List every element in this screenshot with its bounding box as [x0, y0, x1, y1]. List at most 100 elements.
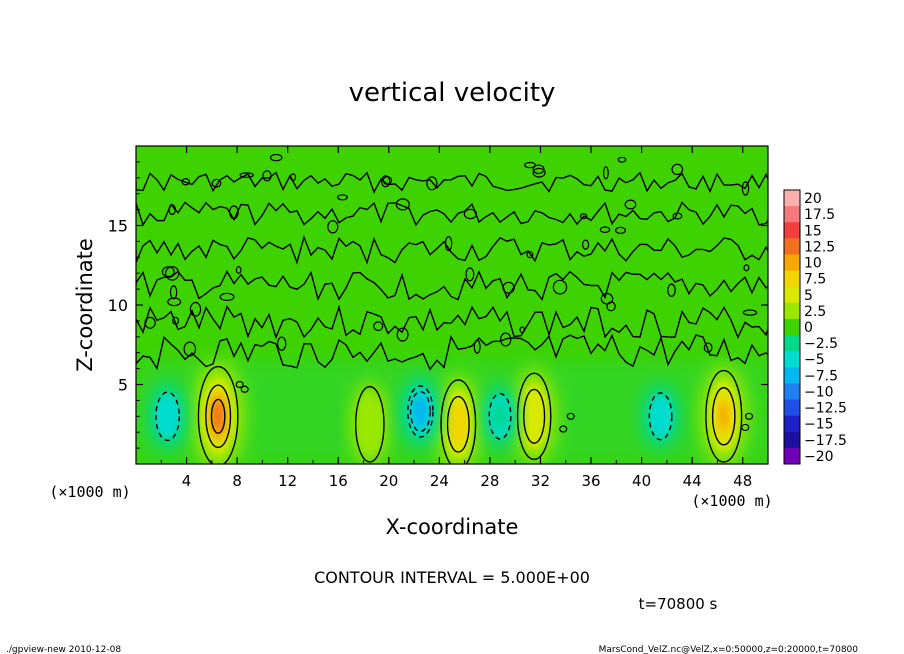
footer-right: MarsCond_VelZ.nc@VelZ,x=0:50000,z=0:2000… [599, 645, 859, 654]
eddy-contour [743, 264, 750, 272]
eddy-contour [396, 327, 409, 342]
y-axis-label: Z-coordinate [73, 238, 97, 372]
eddy-contour [742, 309, 758, 316]
colorbar-swatch [784, 286, 800, 304]
colorbar-label: 15 [804, 223, 822, 239]
eddy-contour [559, 425, 568, 433]
y-axis: 5 10 15 [108, 161, 768, 449]
footer-left: ./gpview-new 2010-12-08 [6, 645, 121, 654]
eddy-contour [526, 251, 534, 259]
eddy-contour [235, 380, 244, 389]
eddy-contour [277, 336, 287, 351]
y-tick-label: 5 [118, 376, 128, 395]
colorbar-label: 5 [804, 288, 813, 304]
eddy-contour [167, 297, 182, 307]
colorbar-swatch [784, 335, 800, 352]
eddy-contour [289, 173, 297, 182]
eddy-contour [581, 239, 590, 250]
x-tick-label: 20 [379, 472, 398, 490]
eddy-contour [183, 341, 197, 357]
y-tick-label: 15 [108, 217, 128, 236]
eddy-contour [235, 266, 242, 274]
eddy-contour [703, 342, 713, 353]
colorbar-frame [783, 189, 801, 465]
colorbar-label: −7.5 [804, 368, 838, 384]
colorbar-label: −17.5 [804, 433, 847, 449]
eddy-contour [337, 194, 348, 201]
colorbar-swatch [784, 367, 800, 384]
x-tick-label: 12 [278, 472, 297, 490]
x-tick-label: 28 [480, 472, 499, 490]
contour-line [488, 392, 512, 440]
colorbar-label: −12.5 [804, 401, 847, 417]
colorbar-label: −5 [804, 352, 825, 368]
eddy-contour [228, 205, 239, 220]
x-tick-label: 32 [531, 472, 550, 490]
eddy-contour [744, 412, 754, 420]
updraft-core [525, 395, 543, 438]
x-tick-label: 16 [329, 472, 348, 490]
feature-peak [454, 411, 463, 437]
colorbar-swatch [784, 302, 800, 320]
eddy-contour [219, 292, 235, 301]
zero-contour [136, 171, 768, 194]
colorbar-swatch [784, 447, 800, 465]
eddy-contour [523, 161, 536, 169]
eddy-contour [532, 167, 546, 178]
eddy-contour [500, 332, 512, 347]
eddy-contour [600, 292, 614, 305]
x-axis-unit: (×1000 m) [691, 492, 772, 510]
colorbar-label: −2.5 [804, 336, 838, 352]
chart-title: vertical velocity [349, 78, 556, 108]
x-tick-label: 40 [632, 472, 651, 490]
plot-area [135, 145, 769, 465]
eddy-contour [373, 321, 384, 332]
x-tick-label: 44 [683, 472, 702, 490]
colorbar-swatch [784, 318, 800, 336]
eddy-contour [144, 316, 156, 329]
x-tick-label: 36 [581, 472, 600, 490]
eddy-contour [672, 212, 683, 220]
colorbar-swatch [784, 206, 800, 223]
eddy-contour [617, 156, 627, 163]
time-text: t=70800 s [639, 595, 718, 613]
eddy-contour [269, 153, 283, 162]
x-tick-label: 8 [232, 472, 242, 490]
colorbar-swatch [784, 399, 800, 417]
eddy-contour [444, 236, 453, 252]
colorbar-label: 20 [804, 191, 822, 207]
colorbar-swatch [784, 383, 800, 401]
y-tick-label: 10 [108, 296, 128, 315]
contour-line [155, 391, 181, 442]
zero-contour [136, 235, 768, 265]
contour-line [648, 392, 673, 441]
contour-line [197, 365, 239, 464]
eddy-contour [426, 176, 438, 191]
eddy-contour [463, 208, 478, 220]
eddy-contour [599, 226, 611, 234]
eddy-contour [262, 170, 272, 182]
contour-line [440, 379, 477, 464]
eddy-contour [741, 181, 750, 196]
eddy-contour [168, 204, 177, 216]
contour-line [407, 385, 434, 438]
downdraft-core [653, 402, 668, 431]
colorbar-label: −10 [804, 385, 834, 401]
eddy-contour [327, 220, 339, 234]
eddy-contour [552, 279, 568, 295]
zero-contour [136, 270, 768, 302]
contour-line [516, 372, 552, 461]
x-tick-label: 48 [733, 472, 752, 490]
eddy-contour [380, 175, 391, 188]
contour-line [711, 387, 736, 446]
colorbar-label: 17.5 [804, 207, 835, 223]
eddy-contour [614, 226, 626, 234]
eddy-contour [395, 198, 410, 211]
velocity-features [148, 360, 748, 464]
downdraft-core [160, 401, 175, 432]
eddy-contour [239, 172, 254, 178]
contour-lines [136, 153, 768, 464]
zero-contour [136, 304, 768, 340]
colorbar-swatch [784, 254, 800, 272]
